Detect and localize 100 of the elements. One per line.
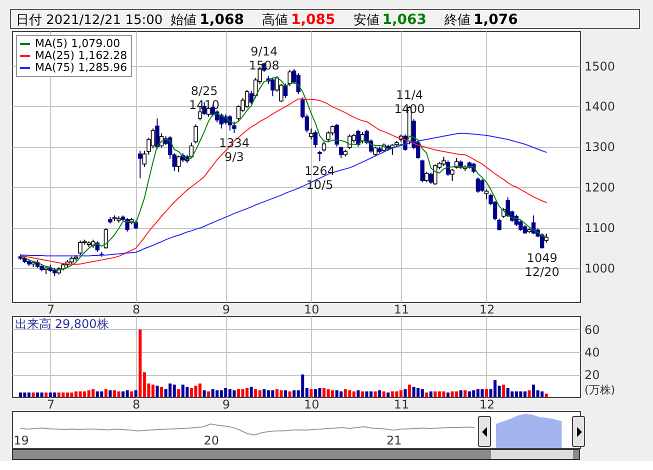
x-tick-label: 12	[479, 302, 495, 316]
bar	[78, 391, 82, 397]
bar	[446, 392, 450, 397]
bar	[62, 392, 65, 397]
bar	[100, 391, 104, 397]
bar	[464, 390, 467, 397]
bar	[370, 391, 373, 397]
candlestick	[424, 171, 429, 183]
bar	[514, 391, 518, 397]
y-tick-label: 1500	[584, 59, 616, 74]
bar	[177, 389, 180, 397]
bar	[322, 388, 326, 397]
x-tick-label: 10	[304, 398, 320, 412]
bar	[374, 391, 377, 397]
bar	[202, 390, 206, 397]
y-axis-title: (万株)	[584, 384, 616, 396]
bar	[232, 390, 236, 397]
bar	[266, 390, 270, 397]
bar	[429, 391, 432, 397]
bar	[194, 386, 198, 397]
bar	[450, 391, 454, 397]
annotation: 1049 12/20	[524, 251, 560, 280]
text: 終値 1,076	[444, 12, 518, 28]
bar	[104, 389, 108, 397]
candlestick	[283, 83, 288, 99]
candlestick	[339, 146, 344, 159]
bar	[250, 386, 253, 397]
bar	[348, 390, 352, 397]
candlestick	[194, 124, 198, 144]
candlestick	[244, 90, 250, 108]
bar	[476, 389, 480, 397]
bar	[344, 389, 347, 397]
x-tick-label: 11	[394, 398, 410, 412]
bar	[404, 389, 407, 397]
bar	[108, 390, 112, 397]
candlestick	[125, 217, 130, 232]
candlestick	[506, 196, 510, 218]
bar	[442, 391, 446, 397]
bar	[502, 384, 506, 397]
bar	[292, 390, 296, 397]
bar	[156, 386, 159, 397]
bar	[425, 392, 428, 397]
bar	[484, 389, 488, 397]
bar	[216, 390, 219, 397]
bar	[258, 390, 262, 397]
x-tick-label: 10	[304, 302, 320, 316]
candlestick	[288, 69, 292, 87]
bar	[134, 390, 138, 397]
x-tick-label: 12	[479, 398, 495, 412]
bar	[151, 384, 154, 397]
bar	[275, 389, 278, 397]
bar	[130, 391, 134, 397]
bar	[390, 391, 394, 397]
candlestick	[476, 176, 480, 194]
bar	[310, 389, 313, 397]
y-tick-label: 1100	[584, 221, 616, 236]
x-tick-label: 8	[132, 398, 140, 412]
bar	[301, 374, 304, 397]
bar	[241, 389, 244, 397]
bar	[40, 392, 44, 397]
bar	[434, 391, 437, 397]
bar	[519, 391, 522, 397]
bar	[211, 389, 214, 397]
bar	[455, 391, 458, 397]
legend-label: MA(5) 1,079.00	[35, 37, 120, 50]
bar	[472, 390, 476, 397]
candlestick	[249, 90, 254, 105]
bar	[271, 390, 274, 397]
candlestick	[484, 189, 489, 200]
x-tick-label: 9	[222, 398, 230, 412]
bar	[254, 389, 258, 397]
bar	[288, 391, 292, 397]
bar	[122, 391, 125, 397]
bar	[36, 392, 40, 397]
bar	[53, 392, 56, 397]
bar	[532, 384, 536, 397]
bar	[168, 384, 172, 397]
bar	[326, 389, 330, 397]
candlestick	[420, 159, 424, 183]
candlestick	[318, 150, 322, 162]
bar	[360, 391, 364, 397]
bar	[207, 391, 210, 397]
bar	[224, 388, 228, 397]
bar	[18, 392, 22, 397]
y-tick-label: 40	[584, 346, 600, 360]
bar	[382, 391, 386, 397]
bar	[395, 391, 398, 397]
candlestick	[309, 128, 314, 140]
bar	[416, 388, 420, 397]
bar	[412, 386, 416, 397]
bar	[408, 384, 412, 397]
y-tick-label: 1300	[584, 140, 616, 154]
y-tick-label: 1400	[584, 100, 616, 114]
bar	[420, 389, 424, 397]
text: 始値 1,068	[170, 12, 244, 28]
candlestick	[356, 129, 360, 148]
x-tick-label: 8	[132, 302, 140, 316]
bar	[262, 389, 266, 397]
candlestick	[348, 134, 352, 150]
bar	[280, 390, 283, 397]
